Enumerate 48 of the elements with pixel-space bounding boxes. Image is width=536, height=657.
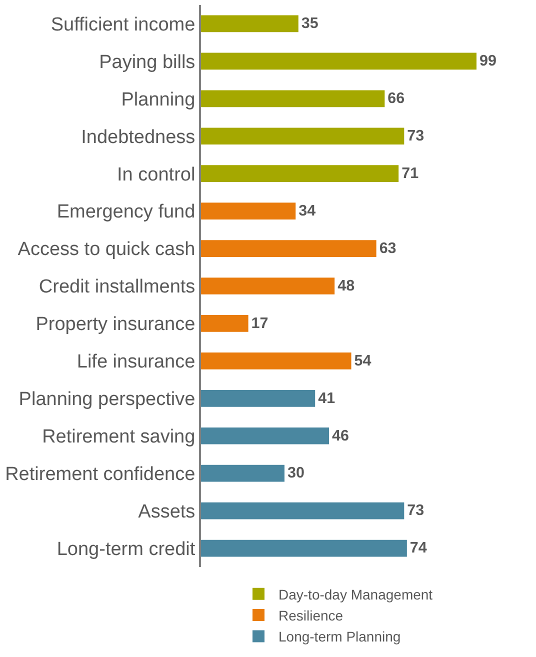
y-tick-label: Indebtedness xyxy=(81,126,196,148)
data-label: 48 xyxy=(338,277,356,294)
bar xyxy=(201,427,330,444)
data-label: 41 xyxy=(318,390,336,407)
bar xyxy=(201,240,376,257)
bar xyxy=(201,202,296,220)
bar xyxy=(201,540,407,557)
y-tick-label: Emergency fund xyxy=(56,202,196,223)
data-label: 73 xyxy=(407,128,424,145)
bar xyxy=(201,352,352,370)
y-tick-label: Assets xyxy=(138,501,196,522)
data-label: 35 xyxy=(301,15,319,32)
data-label: 74 xyxy=(410,540,428,557)
legend-label: Long-term Planning xyxy=(278,628,401,645)
legend-label: Day-to-day Management xyxy=(278,586,433,602)
y-tick-label: Sufficient income xyxy=(50,14,196,36)
y-tick-label: Paying bills xyxy=(99,52,196,73)
data-label: 30 xyxy=(287,464,304,482)
bar xyxy=(201,52,476,70)
y-tick-label: Access to quick cash xyxy=(18,239,196,260)
data-label: 46 xyxy=(332,427,349,444)
bar xyxy=(201,502,404,520)
bar xyxy=(201,90,385,108)
y-tick-label: Planning xyxy=(121,89,196,110)
data-label: 71 xyxy=(402,165,420,182)
y-tick-label: Long-term credit xyxy=(56,538,196,560)
y-tick-label: Property insurance xyxy=(36,314,196,336)
y-tick-label: Retirement confidence xyxy=(5,464,196,485)
bar xyxy=(201,15,298,32)
data-label: 17 xyxy=(251,314,268,332)
data-label: 66 xyxy=(388,90,405,108)
bar xyxy=(201,390,316,407)
data-label: 54 xyxy=(354,352,372,370)
y-tick-label: In control xyxy=(117,164,196,186)
data-label: 63 xyxy=(379,240,396,257)
data-label: 99 xyxy=(480,52,496,70)
data-label: 73 xyxy=(407,502,424,520)
bar xyxy=(201,464,284,482)
legend-label: Resilience xyxy=(278,608,344,624)
data-label: 34 xyxy=(298,202,316,220)
y-tick-label: Credit installments xyxy=(38,276,196,298)
bar xyxy=(201,128,404,145)
y-tick-label: Retirement saving xyxy=(42,426,196,448)
bar xyxy=(201,278,335,294)
bar xyxy=(201,165,399,182)
y-tick-label: Planning perspective xyxy=(18,389,196,410)
bar xyxy=(201,315,248,332)
y-tick-label: Life insurance xyxy=(76,352,196,373)
